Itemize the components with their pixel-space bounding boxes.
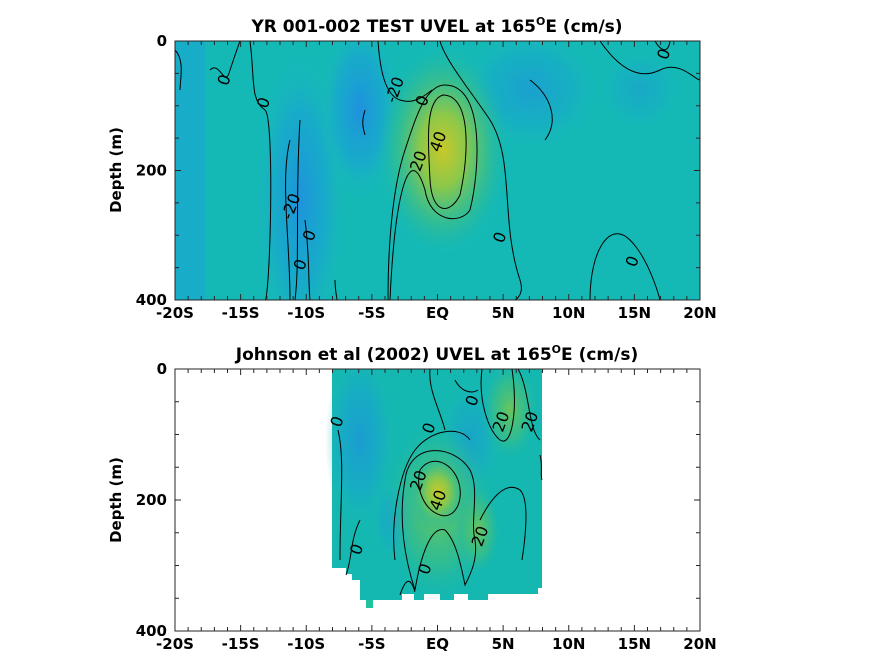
contour-line — [377, 41, 433, 102]
x-tick-label: 20N — [683, 635, 716, 653]
panel-bottom: Johnson et al (2002) UVEL at 165OE (cm/s… — [107, 343, 717, 653]
contour-line — [480, 369, 515, 442]
bottom-x-axis: -20S -15S -10S -5S EQ 5N 10N 15N 20N — [156, 369, 717, 653]
x-tick-label: -10S — [287, 635, 325, 653]
contour-line — [428, 94, 467, 209]
contour-line — [175, 49, 182, 91]
panel-top: YR 001-002 TEST UVEL at 165OE (cm/s) — [107, 15, 717, 322]
contour-line — [294, 119, 301, 300]
contour-line — [479, 486, 527, 561]
contour-line — [599, 41, 700, 81]
contour-line — [529, 79, 553, 141]
bottom-core-shape — [408, 452, 468, 532]
bottom-title: Johnson et al (2002) UVEL at 165OE (cm/s… — [235, 343, 638, 365]
contour-line — [389, 84, 478, 300]
y-tick-label: 200 — [136, 491, 167, 509]
contour-line — [399, 581, 416, 596]
x-tick-label: EQ — [426, 304, 449, 322]
bottom-core-shape — [456, 485, 500, 575]
x-tick-label: 10N — [552, 635, 585, 653]
contour-line — [517, 369, 541, 441]
contour-line — [387, 84, 446, 300]
y-tick-label: 200 — [136, 162, 167, 180]
bottom-trough-shape — [325, 369, 395, 530]
contour-line — [209, 41, 241, 78]
contour-line — [393, 430, 471, 561]
contour-line — [362, 109, 366, 136]
contour-line — [539, 454, 543, 481]
contour-line — [454, 379, 479, 393]
x-tick-label: -20S — [156, 304, 194, 322]
contour-line — [345, 519, 361, 576]
x-tick-label: 5N — [492, 304, 515, 322]
contour-line — [418, 460, 461, 517]
top-x-axis: -20S -15S -10S -5S EQ 5N 10N 15N 20N — [156, 41, 717, 322]
bottom-contours — [337, 369, 543, 596]
top-contours — [175, 41, 700, 300]
y-tick-label: 0 — [157, 32, 167, 50]
top-core-shape — [378, 45, 508, 255]
x-tick-label: -10S — [287, 304, 325, 322]
top-y-axis-label: Depth (m) — [107, 127, 125, 213]
x-tick-label: -5S — [358, 635, 385, 653]
contour-line — [249, 41, 272, 300]
contour-line — [304, 219, 311, 300]
contour-line — [285, 139, 291, 300]
bottom-core-shape — [482, 369, 538, 460]
bottom-footprint-cell — [366, 600, 373, 608]
top-title: YR 001-002 TEST UVEL at 165OE (cm/s) — [250, 15, 622, 37]
contour-line — [654, 41, 671, 51]
contour-line — [401, 450, 477, 591]
x-tick-label: 5N — [492, 635, 515, 653]
x-tick-label: 15N — [618, 635, 651, 653]
x-tick-label: -5S — [358, 304, 385, 322]
x-tick-label: 20N — [683, 304, 716, 322]
y-tick-label: 0 — [157, 360, 167, 378]
contour-line — [589, 233, 661, 300]
contour-line — [337, 429, 343, 561]
contour-line — [439, 41, 522, 300]
x-tick-label: -20S — [156, 635, 194, 653]
bottom-y-axis: 0 200 400 — [136, 360, 700, 640]
top-y-axis: 0 200 400 — [136, 32, 700, 309]
y-tick-label: 400 — [136, 291, 167, 309]
x-tick-label: -15S — [222, 304, 260, 322]
x-tick-label: 15N — [618, 304, 651, 322]
x-tick-label: 10N — [552, 304, 585, 322]
contour-line — [429, 369, 446, 431]
x-tick-label: EQ — [426, 635, 449, 653]
contour-line — [334, 279, 338, 300]
bottom-y-axis-label: Depth (m) — [107, 457, 125, 543]
y-tick-label: 400 — [136, 622, 167, 640]
x-tick-label: -15S — [222, 635, 260, 653]
